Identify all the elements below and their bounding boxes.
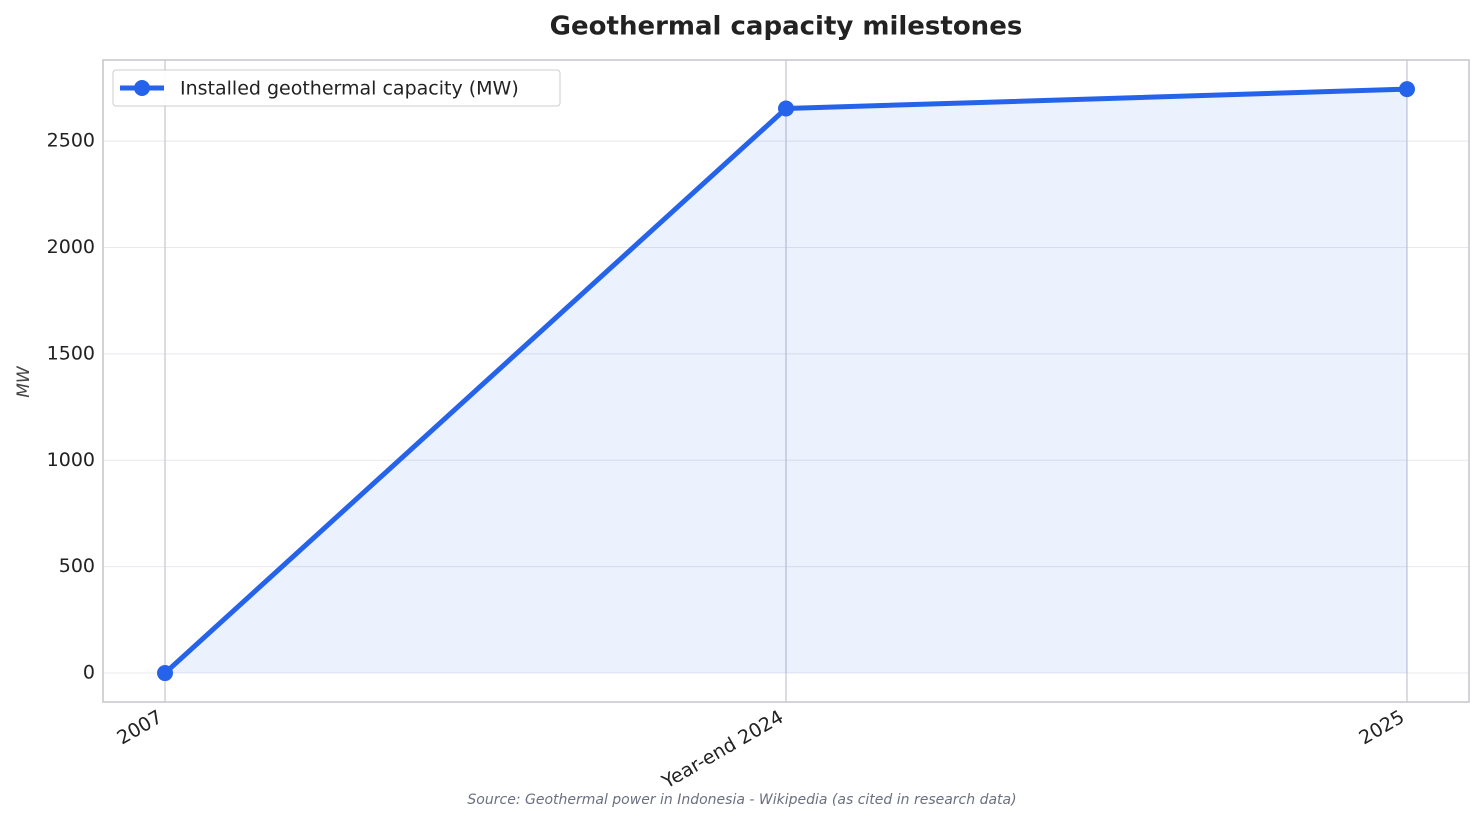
y-tick-label: 2500 — [47, 130, 95, 152]
legend: Installed geothermal capacity (MW) — [112, 69, 561, 107]
y-tick-label: 0 — [83, 662, 95, 684]
point — [778, 100, 794, 117]
y-axis-label: MW — [14, 365, 34, 398]
x-tick-label: Year-end 2024 — [658, 706, 788, 794]
point — [157, 665, 173, 682]
legend-marker — [134, 80, 150, 96]
area — [165, 89, 1407, 674]
legend-box — [112, 69, 561, 107]
y-tick-label: 1500 — [47, 342, 95, 364]
chart-title: Geothermal capacity milestones — [550, 12, 1023, 42]
x-tick-label: 2007 — [113, 706, 166, 749]
y-tick-label: 1000 — [47, 449, 95, 471]
point — [1399, 81, 1415, 98]
y-tick-label: 500 — [59, 555, 95, 577]
plot-frame — [102, 59, 1470, 703]
source-note: Source: Geothermal power in Indonesia - … — [467, 792, 1016, 808]
y-tick-label: 2000 — [47, 236, 95, 258]
legend-label: Installed geothermal capacity (MW) — [180, 78, 519, 100]
x-tick-label: 2025 — [1355, 706, 1408, 749]
